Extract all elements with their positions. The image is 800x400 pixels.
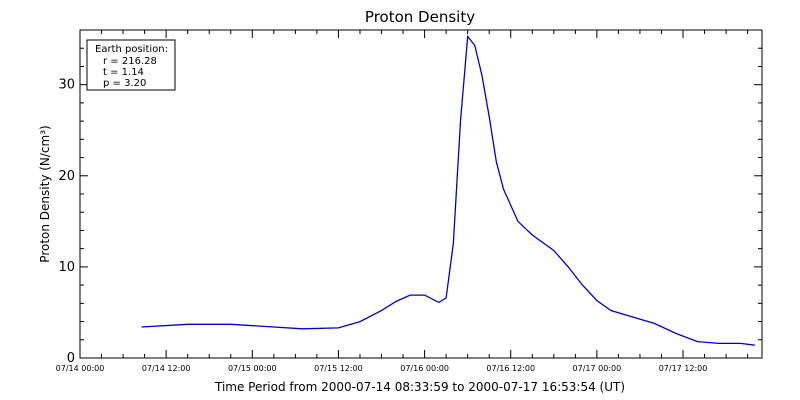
y-tick-label: 20 (58, 169, 75, 184)
x-tick-label: 07/14 00:00 (56, 364, 105, 373)
x-axis: 07/14 00:00 07/14 12:00 07/15 00:00 07/15 1… (56, 30, 749, 373)
x-tick-label: 07/17 00:00 (573, 364, 622, 373)
earth-position-t: t = 1.14 (103, 67, 144, 78)
earth-position-box-border (86, 39, 176, 91)
x-tick-label: 07/16 00:00 (400, 364, 449, 373)
earth-position-p: p = 3.20 (103, 78, 146, 89)
earth-position-r: r = 216.28 (103, 56, 157, 67)
plot-frame (79, 29, 763, 359)
x-tick-label: 07/15 00:00 (228, 364, 277, 373)
series-line-proton-density (141, 34, 755, 346)
x-tick-label: 07/15 12:00 (314, 364, 363, 373)
y-axis: 0 10 20 30 (58, 29, 762, 366)
x-tick-label: 07/16 12:00 (486, 364, 535, 373)
x-tick-label: 07/17 12:00 (659, 364, 708, 373)
earth-position-title: Earth position: (95, 44, 168, 55)
y-axis-label: Proton Density (N/cm³) (38, 125, 52, 262)
x-tick-label: 07/14 12:00 (142, 364, 191, 373)
earth-position-box: Earth position: r = 216.28 t = 1.14 p = … (86, 39, 176, 91)
chart-title: Proton Density (365, 8, 475, 26)
y-tick-label: 0 (67, 351, 75, 366)
y-tick-label: 30 (58, 78, 75, 93)
y-tick-label: 10 (58, 260, 75, 275)
x-axis-label: Time Period from 2000-07-14 08:33:59 to … (214, 380, 625, 394)
